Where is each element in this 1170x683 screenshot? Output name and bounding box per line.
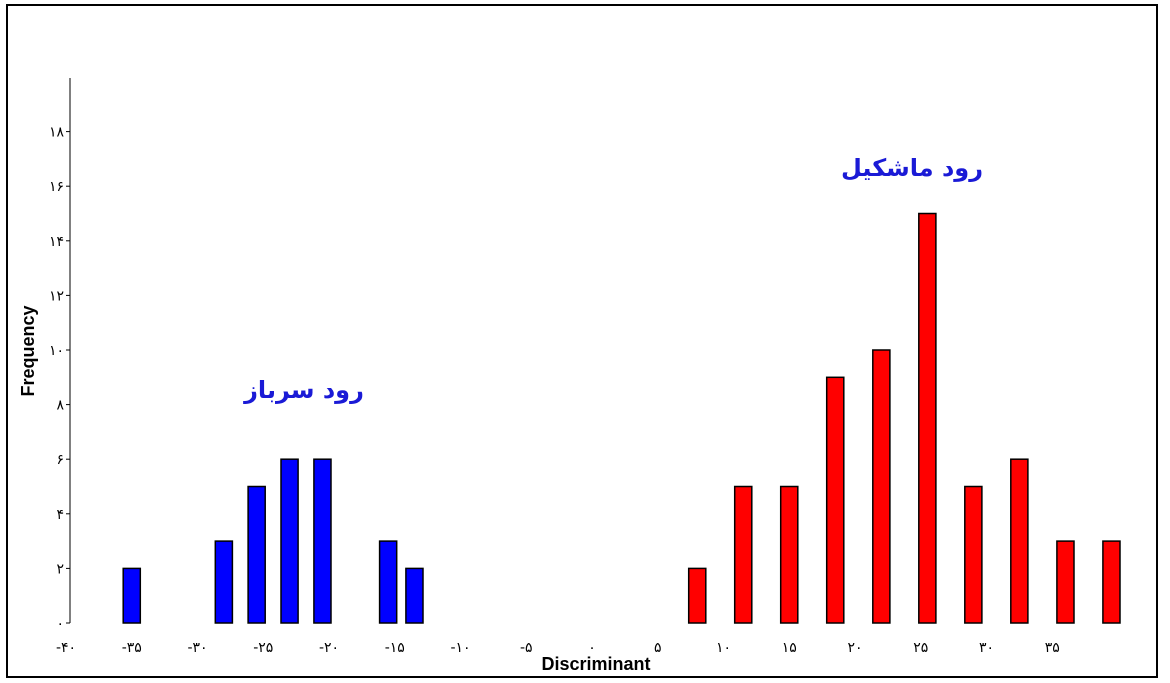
x-tick-label: ۳۰ [979,640,994,656]
x-tick-label: -۳۵ [122,640,142,656]
x-tick-label: ۲۵ [913,640,928,656]
y-tick-label: ۸ [56,398,64,414]
x-tick-label: ۱۵ [782,640,797,656]
bar-series1-4 [872,349,891,624]
bars-layer [122,212,1121,624]
chart-frame: ۰ ۲ ۴ ۶ ۸ ۱۰ ۱۲ ۱۴ ۱۶ ۱۸ -۴۰ -۳۵ -۳۰ -۲۵ -۲۰ -۱۵ -۱۰ -۵ ۰… [6,4,1158,678]
bar-series1-2 [779,485,799,624]
bar-series1-8 [1056,540,1075,624]
y-tick-label: ۴ [56,507,64,523]
y-tick-label: ۱۴ [49,234,64,250]
series-label-mashkil: رود ماشکیل [841,154,983,182]
bar-series0-2 [247,485,266,624]
bar-series1-0 [687,567,707,624]
x-tick-label: ۲۰ [847,640,862,656]
y-tick-label: ۱۸ [49,125,65,141]
bar-series0-1 [214,540,234,624]
bar-series0-5 [378,540,398,624]
histogram-chart: ۰ ۲ ۴ ۶ ۸ ۱۰ ۱۲ ۱۴ ۱۶ ۱۸ -۴۰ -۳۵ -۳۰ -۲۵ -۲۰ -۱۵ -۱۰ -۵ ۰… [18,78,1121,674]
y-tick-label: ۱۶ [49,179,64,195]
x-tick-label: -۲۰ [319,640,339,656]
x-tick-label: ۰ [588,640,596,656]
y-axis-title: Frequency [18,305,38,396]
x-tick-label: -۲۵ [253,640,273,656]
y-tick-label: ۶ [56,452,64,468]
x-tick-label: ۳۵ [1045,640,1060,656]
x-axis-title: Discriminant [541,654,650,674]
bar-series1-3 [825,376,845,624]
bar-series0-6 [405,567,424,624]
bar-series0-3 [280,458,299,624]
x-tick-label: -۴۰ [56,640,76,656]
bar-series1-6 [964,485,983,624]
x-tick-label: -۳۰ [187,640,207,656]
y-tick-label: ۱۰ [49,343,64,359]
series-label-sarbaz: رود سرباز [243,376,364,404]
bar-series1-1 [733,485,753,624]
bar-series1-9 [1102,540,1121,624]
y-tick-label: ۲ [56,561,64,577]
x-tick-label: -۵ [520,640,533,656]
y-tick-label: ۱۲ [49,288,64,304]
x-ticks: -۴۰ -۳۵ -۳۰ -۲۵ -۲۰ -۱۵ -۱۰ -۵ ۰ ۵ ۱۰ ۱۵ ۲۰ ۲۵ ۳۰ ۳۵ [56,640,1060,656]
x-tick-label: -۱۵ [385,640,405,656]
bar-series1-5 [918,212,937,624]
x-tick-label: ۱۰ [716,640,731,656]
x-tick-label: ۵ [654,640,662,656]
y-tick-label: ۰ [56,616,64,632]
bar-series1-7 [1010,458,1029,624]
y-ticks: ۰ ۲ ۴ ۶ ۸ ۱۰ ۱۲ ۱۴ ۱۶ ۱۸ [49,125,70,632]
bar-series0-0 [122,567,142,624]
bar-series0-4 [313,458,332,624]
x-tick-label: -۱۰ [450,640,470,656]
